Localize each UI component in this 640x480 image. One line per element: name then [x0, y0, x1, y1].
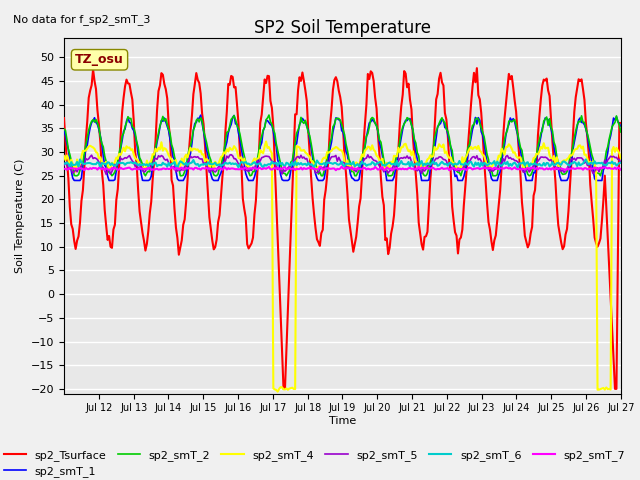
Text: TZ_osu: TZ_osu	[75, 53, 124, 66]
Legend: sp2_Tsurface, sp2_smT_1, sp2_smT_2, sp2_smT_4, sp2_smT_5, sp2_smT_6, sp2_smT_7: sp2_Tsurface, sp2_smT_1, sp2_smT_2, sp2_…	[0, 445, 630, 480]
Text: No data for f_sp2_smT_3: No data for f_sp2_smT_3	[13, 14, 150, 25]
Title: SP2 Soil Temperature: SP2 Soil Temperature	[254, 19, 431, 37]
Y-axis label: Soil Temperature (C): Soil Temperature (C)	[15, 159, 25, 273]
X-axis label: Time: Time	[329, 416, 356, 426]
